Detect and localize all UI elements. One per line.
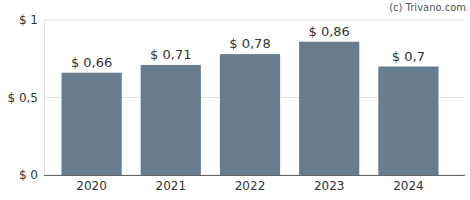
data-label: $ 0,7: [392, 49, 425, 64]
y-axis-line: [44, 21, 45, 176]
data-labels: $ 0,66 $ 0,71 $ 0,78 $ 0,86 $ 0,7: [71, 24, 425, 70]
x-tick-label: 2024: [393, 179, 424, 193]
x-tick: 2022: [235, 175, 266, 193]
annotation: (c) Trivano.com: [389, 2, 466, 13]
chart: $ 0$ 0,5$ 120202021202220232024$ 0,66$ 0…: [0, 0, 470, 200]
bars: [62, 42, 439, 175]
x-tick-label: 2021: [156, 179, 187, 193]
y-axis: $ 0 $ 0,5 $ 1: [7, 13, 44, 182]
data-label: $ 0,71: [150, 47, 191, 62]
grid-line: [44, 20, 465, 21]
x-tick: 2023: [314, 175, 345, 193]
x-tick: 2024: [393, 175, 424, 193]
data-label: $ 0,86: [309, 24, 350, 39]
x-axis: 2020 2021 2022 2023 2024: [44, 175, 465, 193]
grid: [44, 20, 465, 175]
bar: [220, 54, 280, 175]
y-tick: $ 1: [19, 13, 44, 27]
bar: [378, 67, 438, 176]
y-tick-label: $ 0,5: [7, 91, 38, 105]
x-axis-line: [44, 175, 465, 176]
data-label: $ 0,66: [71, 55, 112, 70]
y-tick-label: $ 0: [19, 168, 38, 182]
y-tick: $ 0: [19, 168, 44, 182]
bar: [299, 42, 359, 175]
x-tick-label: 2020: [76, 179, 107, 193]
y-tick-label: $ 1: [19, 13, 38, 27]
x-tick-label: 2022: [235, 179, 266, 193]
x-tick-label: 2023: [314, 179, 345, 193]
data-label: $ 0,78: [229, 36, 270, 51]
bar: [62, 73, 122, 175]
bar: [141, 65, 201, 175]
x-tick: 2021: [156, 175, 187, 193]
x-tick: 2020: [76, 175, 107, 193]
y-tick: $ 0,5: [7, 91, 44, 105]
